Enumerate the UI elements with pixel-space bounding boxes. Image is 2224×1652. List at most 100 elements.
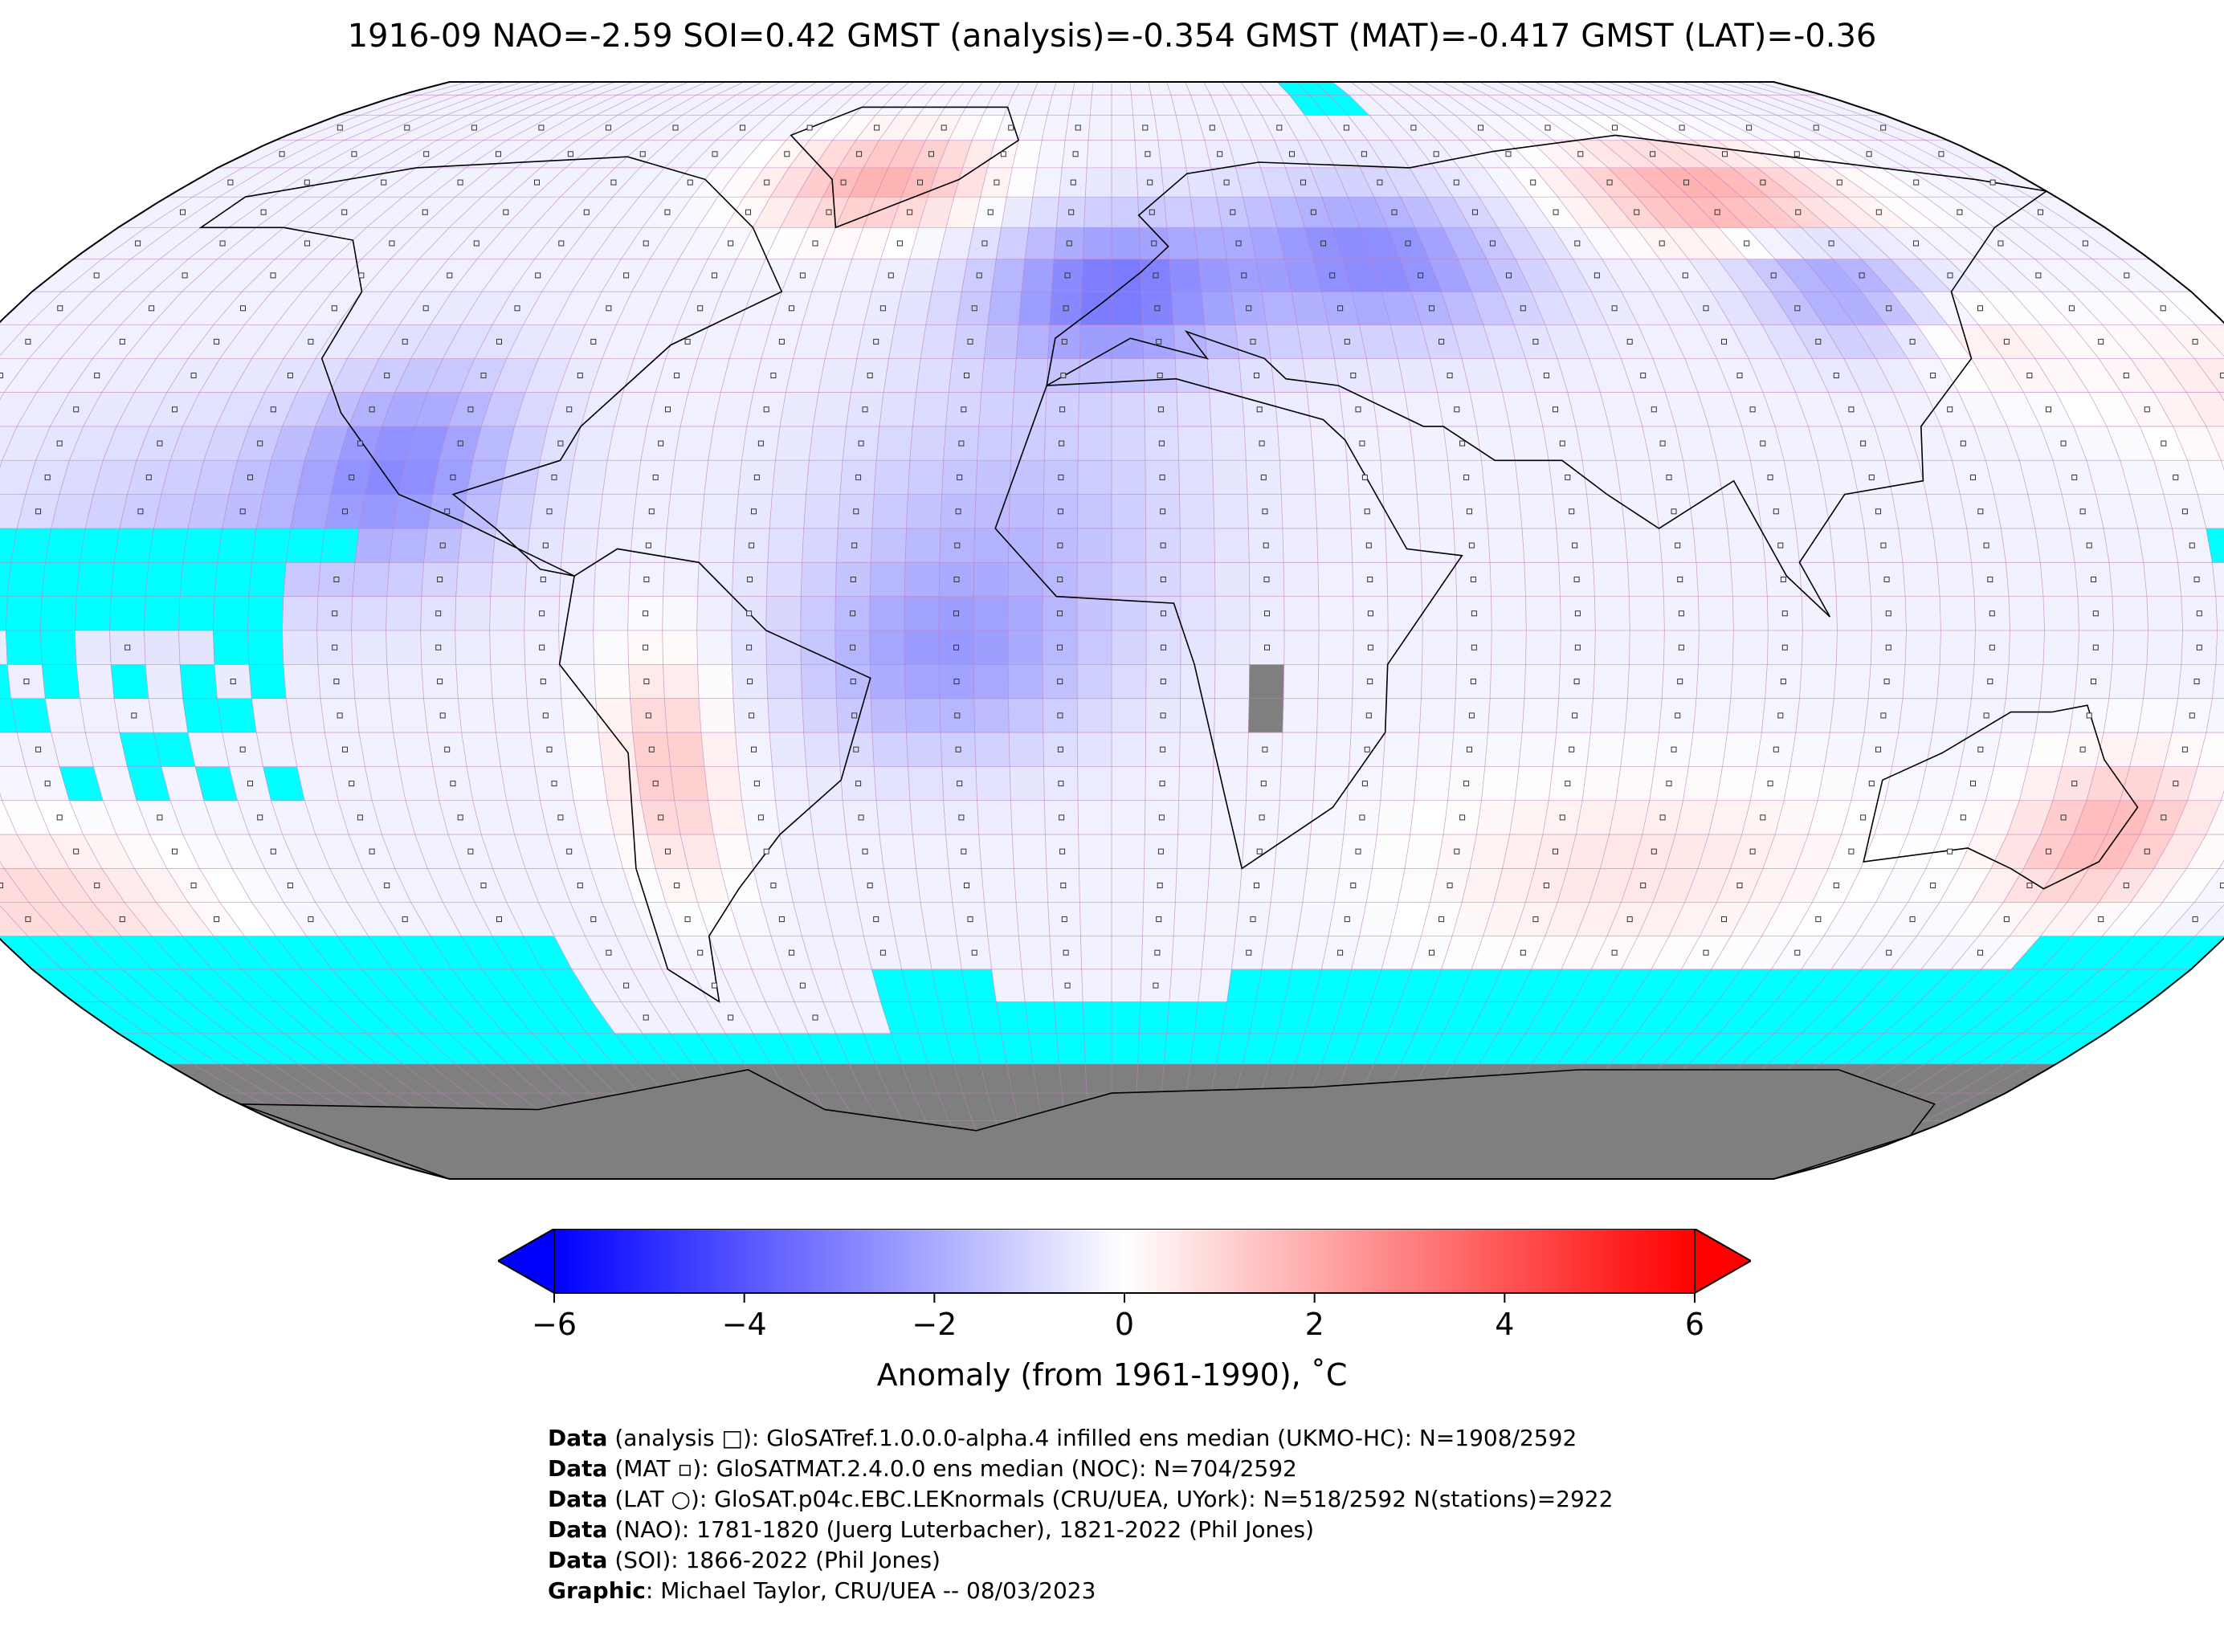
longitude-line: [1148, 82, 1181, 1179]
grid-cell: [908, 766, 945, 802]
grid-cell: [1068, 94, 1092, 116]
grid-cell: [1084, 167, 1112, 198]
analysis-marker: [342, 508, 348, 515]
grid-cell: [1283, 630, 1320, 665]
analysis-marker: [964, 373, 969, 378]
analysis-marker: [1246, 305, 1252, 312]
analysis-marker: [1773, 746, 1779, 753]
analysis-marker: [349, 474, 355, 480]
analysis-marker: [1650, 151, 1656, 157]
grid-cell: [1789, 494, 1830, 529]
analysis-marker: [1989, 644, 1995, 651]
grid-cell: [1180, 596, 1216, 631]
analysis-marker: [402, 338, 408, 345]
continent-outline: [1046, 134, 2048, 618]
analysis-marker: [728, 240, 734, 247]
grid-cell: [455, 561, 493, 598]
grid-cell: [662, 630, 698, 665]
analysis-marker: [590, 916, 597, 923]
analysis-marker: [542, 712, 549, 719]
analysis-marker: [1675, 712, 1681, 719]
grid-cell: [6, 561, 46, 598]
grid-cell: [1410, 800, 1448, 835]
analysis-marker: [1913, 179, 1920, 186]
analysis-marker: [2091, 577, 2096, 582]
analysis-marker: [1626, 916, 1633, 923]
grid-cell: [1386, 561, 1423, 598]
grid-cell: [1385, 698, 1422, 733]
analysis-marker: [674, 883, 680, 888]
longitude-line: [108, 82, 579, 1179]
grid-cell: [282, 596, 319, 631]
analysis-marker: [953, 679, 960, 684]
grid-cell: [1716, 459, 1757, 495]
grid-cell: [1137, 1033, 1168, 1065]
analysis-marker: [1794, 949, 1801, 956]
analysis-marker: [2098, 916, 2104, 923]
analysis-marker: [658, 440, 664, 447]
grid-cell: [1382, 494, 1420, 529]
analysis-marker: [1666, 474, 1672, 480]
grid-cell: [984, 902, 1019, 936]
analysis-marker: [73, 848, 80, 855]
analysis-marker: [1543, 373, 1549, 378]
analysis-marker: [566, 406, 573, 413]
analysis-marker: [1938, 151, 1944, 157]
grid-cell: [775, 426, 814, 461]
grid-cell: [2146, 596, 2184, 631]
analysis-marker: [1070, 179, 1076, 186]
continent-outline: [558, 548, 871, 1003]
analysis-marker: [1471, 644, 1477, 651]
analysis-marker: [1682, 272, 1688, 279]
grid-cell: [283, 663, 321, 700]
analysis-marker: [35, 746, 42, 753]
analysis-marker: [1520, 949, 1526, 956]
grid-cell: [803, 494, 841, 529]
grid-cell: [457, 698, 496, 733]
grid-cell: [1077, 800, 1112, 835]
analysis-marker: [270, 272, 276, 279]
analysis-marker: [855, 474, 862, 480]
grid-cell: [1008, 732, 1044, 767]
grid-cell: [1521, 528, 1560, 563]
analysis-marker: [1678, 644, 1684, 651]
analysis-marker: [590, 338, 597, 345]
longitude-line: [1718, 82, 2224, 1179]
grid-cell: [1282, 698, 1319, 733]
grid-cell: [1279, 459, 1316, 495]
grid-cell: [1283, 663, 1320, 700]
analysis-marker: [2079, 746, 2086, 753]
grid-cell: [800, 561, 837, 598]
analysis-marker: [1721, 338, 1727, 345]
grid-cell: [1589, 698, 1628, 733]
station-markers: [0, 124, 2224, 1021]
analysis-marker: [1337, 305, 1344, 312]
longitude-line: [316, 82, 689, 1179]
grid-cell: [352, 561, 390, 598]
analysis-marker: [874, 124, 880, 131]
grid-cell: [1489, 561, 1526, 598]
grid-cell: [2143, 561, 2182, 598]
analysis-marker: [2144, 406, 2150, 413]
grid-cell: [1722, 732, 1762, 767]
analysis-marker: [1429, 949, 1434, 956]
analysis-marker: [778, 338, 785, 345]
longitude-line: [351, 82, 708, 1179]
longitude-line: [1589, 82, 2011, 1179]
analysis-marker: [1470, 679, 1476, 684]
analysis-marker: [270, 848, 276, 855]
analysis-marker: [665, 848, 671, 855]
analysis-marker: [439, 542, 446, 549]
analysis-marker: [2220, 883, 2224, 888]
analysis-marker: [1781, 644, 1788, 651]
grid-cell: [1727, 528, 1766, 563]
analysis-marker: [623, 982, 630, 989]
grid-cell: [806, 459, 843, 495]
analysis-marker: [812, 240, 818, 247]
grid-cell: [871, 732, 908, 767]
longitude-line: [247, 82, 652, 1179]
analysis-marker: [137, 508, 144, 515]
grid-cell: [2146, 630, 2184, 665]
grid-cell: [1716, 766, 1757, 802]
colorbar-tick-label: 4: [1495, 1307, 1514, 1342]
